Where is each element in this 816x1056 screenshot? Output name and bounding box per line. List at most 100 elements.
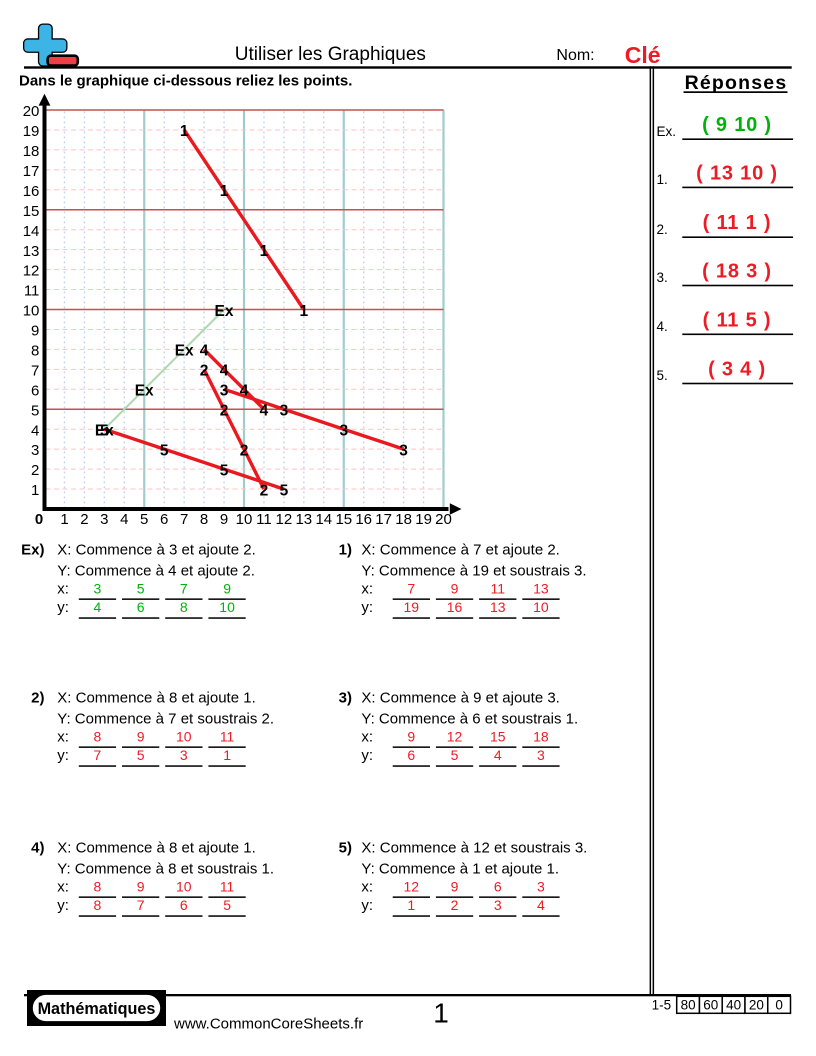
svg-text:9: 9	[451, 580, 459, 596]
svg-text:60: 60	[703, 998, 718, 1013]
svg-text:www.CommonCoreSheets.fr: www.CommonCoreSheets.fr	[173, 1016, 363, 1033]
svg-text:Mathématiques: Mathématiques	[38, 1000, 156, 1018]
svg-text:4: 4	[220, 363, 229, 380]
svg-text:8: 8	[94, 878, 102, 894]
svg-text:18: 18	[23, 143, 40, 160]
svg-text:1: 1	[407, 897, 415, 913]
svg-text:5: 5	[31, 402, 39, 419]
svg-text:16: 16	[355, 511, 372, 528]
svg-text:5.: 5.	[657, 368, 668, 383]
svg-text:Ex: Ex	[95, 423, 114, 440]
svg-text:5: 5	[140, 511, 148, 528]
svg-text:8: 8	[94, 897, 102, 913]
svg-text:X: Commence à 9 et ajoute 3.: X: Commence à 9 et ajoute 3.	[361, 690, 559, 707]
svg-text:4: 4	[537, 897, 545, 913]
svg-text:19: 19	[415, 511, 432, 528]
svg-text:18: 18	[533, 728, 549, 744]
svg-text:20: 20	[23, 103, 40, 120]
svg-text:13: 13	[533, 580, 549, 596]
svg-text:3: 3	[180, 747, 188, 763]
svg-text:20: 20	[435, 511, 452, 528]
svg-text:X: Commence à 3 et ajoute 2.: X: Commence à 3 et ajoute 2.	[57, 542, 255, 559]
svg-text:14: 14	[315, 511, 332, 528]
svg-text:5: 5	[137, 580, 145, 596]
svg-text:2: 2	[200, 363, 209, 380]
svg-text:Clé: Clé	[625, 42, 661, 68]
svg-text:3: 3	[220, 383, 229, 400]
svg-text:( 9 10 ): ( 9 10 )	[702, 114, 772, 136]
svg-text:Y: Commence à 19 et soustrais: Y: Commence à 19 et soustrais 3.	[361, 563, 586, 580]
svg-text:7: 7	[407, 580, 415, 596]
svg-text:80: 80	[681, 998, 696, 1013]
svg-text:1-5: 1-5	[652, 998, 672, 1013]
svg-text:( 11 1 ): ( 11 1 )	[703, 212, 772, 234]
svg-text:y:: y:	[361, 747, 373, 764]
svg-text:3): 3)	[339, 690, 352, 707]
svg-text:x:: x:	[361, 728, 373, 745]
svg-text:1: 1	[31, 482, 39, 499]
svg-text:5): 5)	[339, 840, 352, 857]
svg-text:Y: Commence à 1 et ajoute 1.: Y: Commence à 1 et ajoute 1.	[361, 861, 559, 878]
svg-text:9: 9	[137, 878, 145, 894]
svg-text:6: 6	[494, 878, 502, 894]
svg-text:6: 6	[180, 897, 188, 913]
svg-text:3: 3	[399, 442, 408, 459]
svg-text:3: 3	[31, 442, 39, 459]
svg-text:4): 4)	[31, 840, 44, 857]
svg-text:11: 11	[256, 511, 272, 528]
svg-text:18: 18	[395, 511, 412, 528]
svg-text:5: 5	[220, 462, 229, 479]
svg-text:Ex): Ex)	[21, 542, 44, 559]
svg-text:( 11 5 ): ( 11 5 )	[703, 309, 772, 331]
svg-text:4: 4	[260, 403, 269, 420]
svg-text:0: 0	[775, 998, 783, 1013]
svg-text:5: 5	[280, 482, 289, 499]
svg-text:1: 1	[260, 243, 269, 260]
svg-text:12: 12	[447, 728, 463, 744]
svg-text:4.: 4.	[657, 319, 668, 334]
svg-text:13: 13	[490, 599, 506, 615]
svg-text:Y: Commence à 4 et ajoute 2.: Y: Commence à 4 et ajoute 2.	[57, 563, 255, 580]
svg-text:3: 3	[280, 403, 289, 420]
svg-text:19: 19	[23, 123, 40, 140]
svg-text:4: 4	[240, 383, 249, 400]
svg-text:11: 11	[220, 728, 235, 744]
svg-text:8: 8	[94, 728, 102, 744]
svg-text:13: 13	[23, 243, 40, 260]
svg-text:17: 17	[23, 163, 40, 180]
svg-text:4: 4	[494, 747, 502, 763]
svg-text:1: 1	[220, 183, 229, 200]
svg-text:14: 14	[23, 223, 40, 240]
svg-text:7: 7	[31, 363, 39, 380]
svg-text:10: 10	[176, 728, 192, 744]
svg-text:y:: y:	[361, 897, 373, 914]
svg-text:Ex: Ex	[135, 383, 154, 400]
svg-text:Y: Commence à 8 et soustrais 1: Y: Commence à 8 et soustrais 1.	[57, 861, 274, 878]
svg-text:8: 8	[200, 511, 208, 528]
svg-text:7: 7	[180, 511, 188, 528]
svg-text:Ex: Ex	[175, 343, 194, 360]
svg-text:x:: x:	[57, 728, 69, 745]
svg-text:( 18 3 ): ( 18 3 )	[702, 261, 772, 283]
svg-text:10: 10	[23, 303, 40, 320]
svg-text:x:: x:	[57, 878, 69, 895]
svg-text:1: 1	[223, 747, 231, 763]
svg-text:2: 2	[31, 462, 39, 479]
svg-text:8: 8	[180, 599, 188, 615]
svg-text:Utiliser les Graphiques: Utiliser les Graphiques	[235, 44, 426, 65]
svg-text:6: 6	[407, 747, 415, 763]
svg-text:7: 7	[180, 580, 188, 596]
svg-text:X: Commence à 8 et ajoute 1.: X: Commence à 8 et ajoute 1.	[57, 690, 255, 707]
svg-text:Ex: Ex	[215, 303, 234, 320]
svg-text:5: 5	[160, 442, 169, 459]
svg-text:13: 13	[295, 511, 312, 528]
svg-text:1: 1	[60, 511, 68, 528]
svg-text:Réponses: Réponses	[685, 72, 788, 94]
svg-text:6: 6	[31, 382, 39, 399]
svg-text:15: 15	[23, 203, 40, 220]
svg-text:7: 7	[94, 747, 102, 763]
svg-text:12: 12	[404, 878, 420, 894]
svg-text:y:: y:	[57, 599, 69, 616]
svg-text:( 13 10 ): ( 13 10 )	[696, 162, 778, 184]
svg-text:7: 7	[137, 897, 145, 913]
